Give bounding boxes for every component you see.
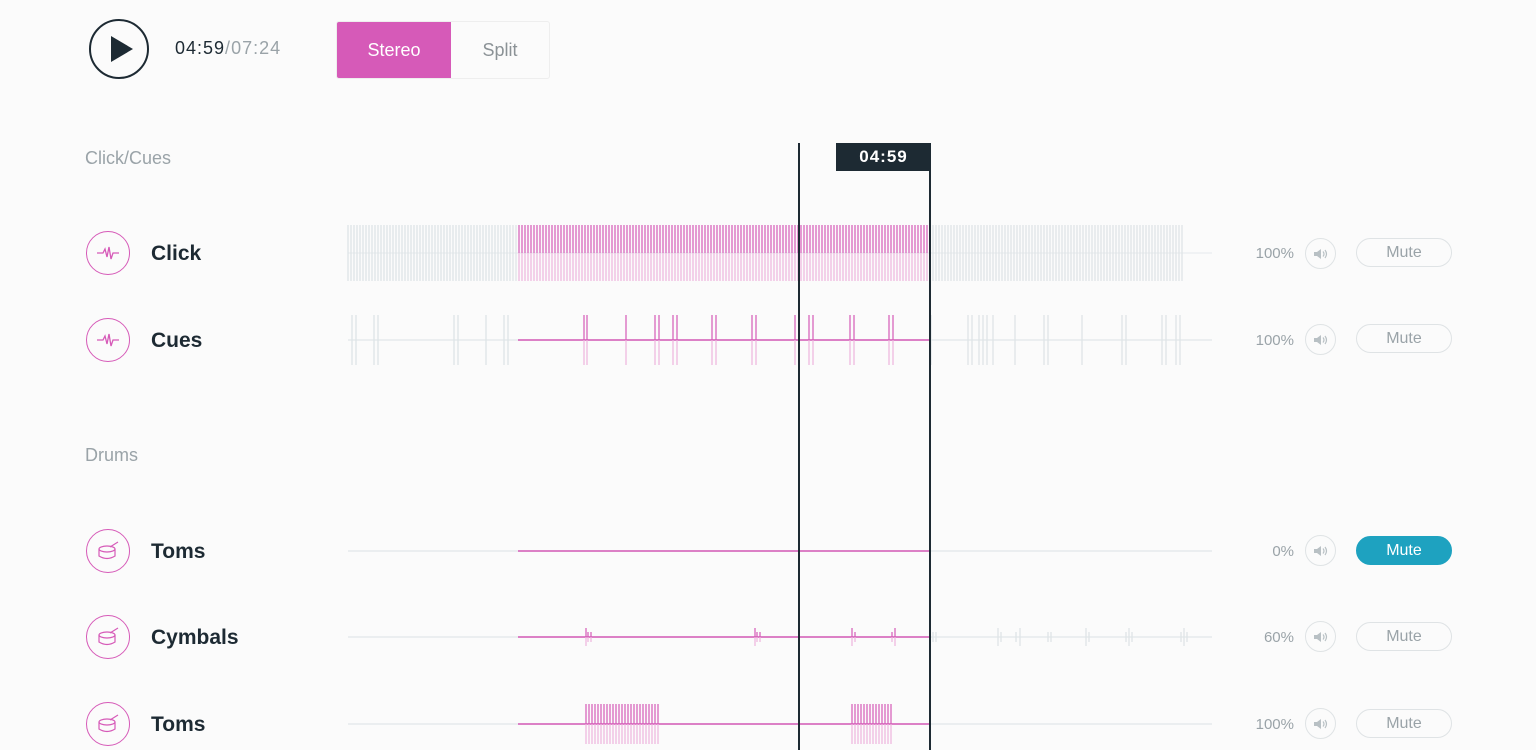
play-icon [111,36,133,62]
speaker-icon[interactable] [1305,324,1336,355]
speaker-icon[interactable] [1305,238,1336,269]
track-name-click: Click [151,242,202,265]
track-volume-cymbals: 60% [1263,629,1294,646]
mute-button-cymbals[interactable]: Mute [1356,622,1452,651]
group-title-click-cues: Click/Cues [85,148,172,168]
mute-button-toms[interactable]: Mute [1356,536,1452,565]
current-time: 04:59 [175,38,226,58]
track-name-cymbals: Cymbals [151,626,239,649]
mute-button-cues[interactable]: Mute [1356,324,1452,353]
track-volume-toms-2: 100% [1255,716,1294,733]
play-button[interactable] [89,19,149,79]
drum-icon [86,615,130,659]
speaker-icon[interactable] [1305,708,1336,739]
speaker-icon[interactable] [1305,535,1336,566]
group-title-drums: Drums [85,445,138,465]
track-name-toms-2: Toms [151,713,206,736]
time-separator: / [225,38,232,58]
waveform-icon [86,231,130,275]
drum-icon [86,702,130,746]
playhead-time-label: 04:59 [836,143,931,171]
loop-start-line[interactable] [798,143,800,750]
time-display: 04:59/07:24 [175,38,281,59]
track-volume-cues: 100% [1255,332,1294,349]
track-volume-click: 100% [1255,245,1294,262]
waveform-icon [86,318,130,362]
total-time: 07:24 [231,38,282,58]
output-mode-toggle: Stereo Split [336,21,550,79]
mute-button-toms-2[interactable]: Mute [1356,709,1452,738]
mute-button-click[interactable]: Mute [1356,238,1452,267]
playhead-line[interactable] [929,143,931,750]
track-volume-toms: 0% [1272,543,1294,560]
track-name-toms: Toms [151,540,206,563]
track-name-cues: Cues [151,329,203,352]
drum-icon [86,529,130,573]
mode-split-button[interactable]: Split [482,39,518,60]
speaker-icon[interactable] [1305,621,1336,652]
mode-stereo-button[interactable]: Stereo [337,22,451,78]
